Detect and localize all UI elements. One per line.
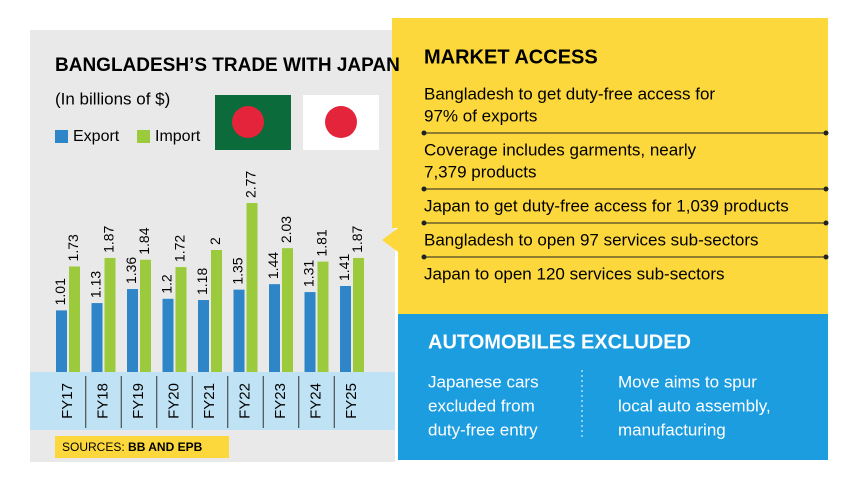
- bar: [233, 289, 245, 372]
- value-label: 1.01: [52, 278, 68, 305]
- value-label: 1.41: [336, 254, 352, 281]
- bar: [211, 250, 222, 372]
- bar: [304, 292, 316, 372]
- x-tick-label: FY17: [59, 383, 76, 419]
- market-item: Japan to get duty-free access for 1,039 …: [424, 196, 789, 215]
- auto-title: AUTOMOBILES EXCLUDED: [428, 331, 691, 353]
- source-text: BB AND EPB: [128, 440, 203, 454]
- source-box: [55, 436, 229, 458]
- auto-text: Move aims to spur: [618, 372, 757, 391]
- chart-title: BANGLADESH’S TRADE WITH JAPAN: [55, 55, 400, 76]
- value-label: 1.44: [265, 252, 281, 279]
- market-item: Japan to open 120 services sub-sectors: [424, 264, 725, 283]
- value-label: 1.18: [194, 268, 210, 295]
- legend-label: Import: [155, 128, 201, 145]
- auto-text: manufacturing: [618, 420, 726, 439]
- x-tick-label: FY23: [272, 383, 289, 419]
- auto-text: Japanese cars: [428, 372, 539, 391]
- separator-dot: [421, 130, 427, 136]
- value-label: 1.31: [301, 260, 317, 287]
- bar: [353, 257, 364, 372]
- x-tick-label: FY19: [130, 383, 147, 419]
- bar: [127, 289, 138, 372]
- flag-circle: [232, 106, 264, 138]
- bar: [198, 300, 209, 372]
- market-panel: [382, 18, 828, 320]
- value-label: 1.72: [172, 235, 188, 262]
- value-label: 1.84: [136, 227, 152, 254]
- bar: [269, 284, 280, 372]
- source: SOURCES: BB AND EPB: [62, 440, 203, 454]
- bar: [282, 248, 293, 372]
- market-item: Bangladesh to get duty-free access for: [424, 84, 715, 103]
- value-label: 1.87: [349, 225, 365, 252]
- legend-swatch: [137, 130, 150, 143]
- bar: [340, 285, 351, 372]
- bar: [56, 310, 67, 372]
- x-tick-label: FY20: [165, 383, 182, 419]
- value-label: 1.2: [159, 274, 175, 294]
- x-tick-label: FY22: [236, 383, 253, 419]
- chart-subtitle: (In billions of $): [55, 89, 170, 108]
- value-label: 2.77: [243, 171, 259, 198]
- auto-text: duty-free entry: [428, 420, 538, 439]
- market-item: Bangladesh to open 97 services sub-secto…: [424, 230, 759, 249]
- separator-dot: [823, 130, 829, 136]
- bar: [317, 261, 329, 372]
- bar: [140, 259, 151, 372]
- x-tick-label: FY21: [201, 383, 218, 419]
- separator-dot: [421, 220, 427, 226]
- auto-text: local auto assembly,: [618, 396, 771, 415]
- x-tick-label: FY18: [94, 383, 111, 419]
- separator-dot: [823, 220, 829, 226]
- separator-dot: [421, 254, 427, 260]
- legend-swatch: [55, 130, 68, 143]
- flag-circle: [325, 106, 357, 138]
- source-label: SOURCES:: [62, 440, 125, 454]
- value-label: 1.13: [88, 271, 104, 298]
- auto-panel: [398, 314, 828, 460]
- market-item: 97% of exports: [424, 106, 537, 125]
- value-label: 2.03: [278, 216, 294, 243]
- market-item: Coverage includes garments, nearly: [424, 140, 697, 159]
- bar: [104, 257, 116, 372]
- value-label: 1.35: [230, 257, 246, 284]
- bar: [162, 298, 174, 372]
- value-label: 2: [207, 237, 223, 245]
- legend-label: Export: [73, 128, 120, 145]
- bar: [69, 266, 80, 372]
- x-tick-label: FY25: [343, 383, 360, 419]
- value-label: 1.87: [101, 225, 117, 252]
- bar: [175, 267, 187, 372]
- market-title: MARKET ACCESS: [424, 46, 598, 68]
- separator-dot: [421, 186, 427, 192]
- separator-dot: [823, 254, 829, 260]
- separator-dot: [823, 186, 829, 192]
- value-label: 1.36: [123, 257, 139, 284]
- auto-text: excluded from: [428, 396, 535, 415]
- market-item: 7,379 products: [424, 162, 536, 181]
- value-label: 1.81: [314, 229, 330, 256]
- bar: [91, 303, 103, 372]
- x-tick-label: FY24: [307, 383, 324, 419]
- bar: [246, 203, 258, 372]
- value-label: 1.73: [65, 234, 81, 261]
